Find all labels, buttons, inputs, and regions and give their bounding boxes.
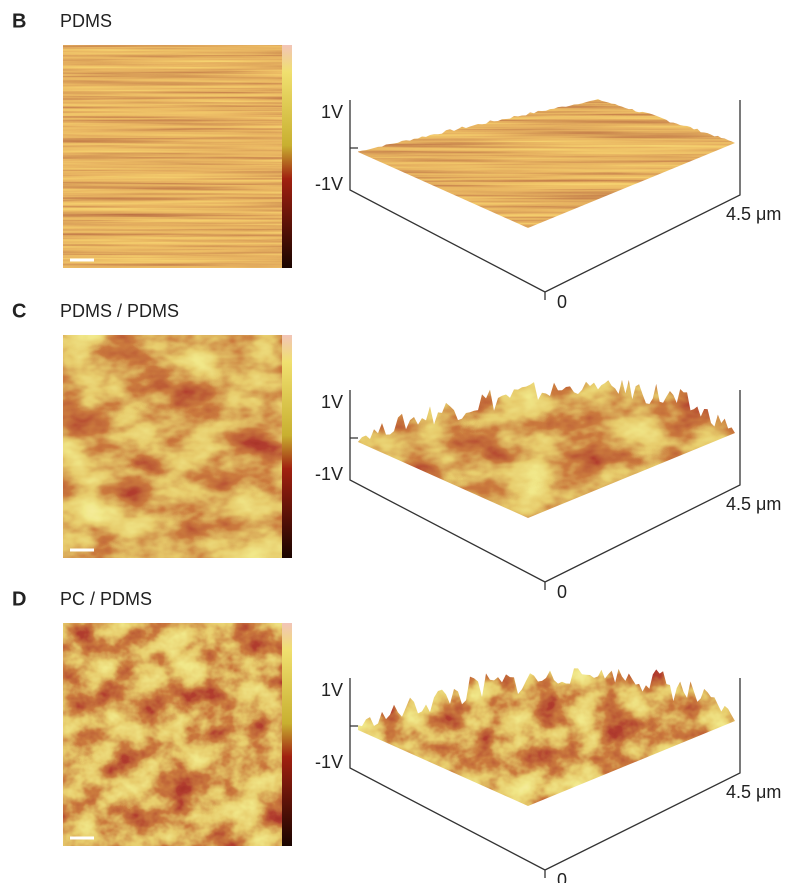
- panel: C PDMS / PDMS 1V -1V 0 4.5 μm: [12, 300, 781, 601]
- panel: B PDMS 1V -1V 0 4.5 μm: [12, 10, 781, 311]
- afm-surface: [358, 668, 735, 806]
- panel-title: PDMS: [60, 11, 112, 31]
- axis-end-label: 4.5 μm: [726, 782, 781, 802]
- axes-3d: [349, 390, 741, 590]
- z-max-label: 1V: [321, 680, 343, 700]
- afm-map: [63, 623, 282, 846]
- afm-map: [63, 335, 282, 558]
- z-max-label: 1V: [321, 392, 343, 412]
- z-min-label: -1V: [315, 464, 343, 484]
- axes-3d: [349, 100, 741, 300]
- colorbar: [282, 45, 292, 268]
- panel-title: PC / PDMS: [60, 589, 152, 609]
- axis-start-label: 0: [557, 582, 567, 602]
- panel-letter: D: [12, 588, 26, 610]
- afm-map: [63, 45, 282, 268]
- z-min-label: -1V: [315, 752, 343, 772]
- colorbar: [282, 623, 292, 846]
- colorbar: [282, 335, 292, 558]
- panel-letter: B: [12, 10, 26, 32]
- z-max-label: 1V: [321, 102, 343, 122]
- afm-surface: [358, 379, 735, 518]
- axis-start-label: 0: [557, 292, 567, 312]
- axis-end-label: 4.5 μm: [726, 494, 781, 514]
- axis-end-label: 4.5 μm: [726, 204, 781, 224]
- z-min-label: -1V: [315, 174, 343, 194]
- axes-3d: [349, 678, 741, 878]
- panel-title: PDMS / PDMS: [60, 301, 179, 321]
- panel-letter: C: [12, 300, 26, 322]
- afm-surface: [358, 99, 735, 228]
- panel: D PC / PDMS 1V -1V 0 4.5 μm: [12, 588, 781, 883]
- axis-start-label: 0: [557, 870, 567, 883]
